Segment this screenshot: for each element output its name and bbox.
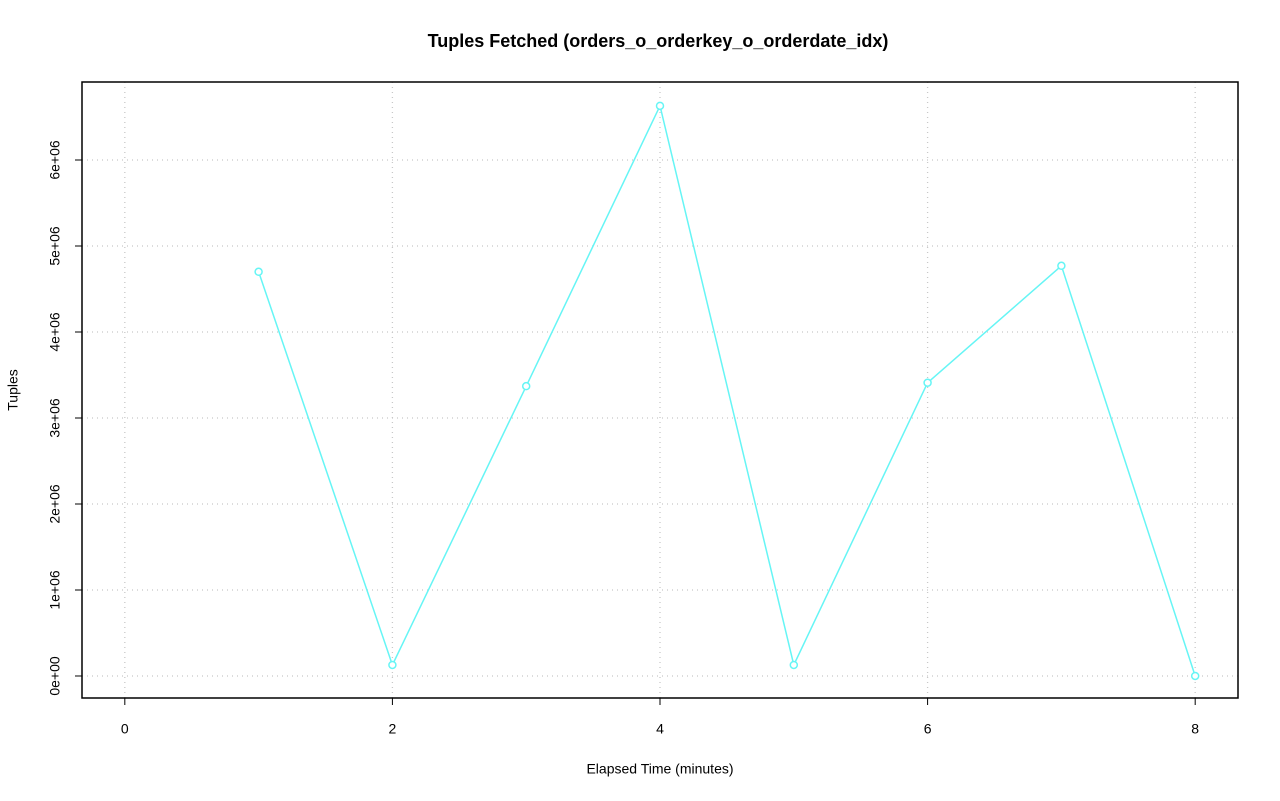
data-point [1190, 671, 1200, 681]
y-tick-label: 0e+00 [47, 656, 63, 696]
y-tick-label: 1e+06 [47, 570, 63, 610]
data-point [521, 381, 531, 391]
data-point [254, 267, 263, 277]
y-tick-label: 2e+06 [47, 484, 63, 524]
data-point [923, 378, 932, 387]
y-tick-label: 5e+06 [47, 226, 63, 266]
x-tick-label: 6 [924, 721, 932, 737]
x-tick-label: 2 [389, 721, 397, 737]
y-tick-label: 4e+06 [47, 312, 63, 352]
y-tick-label: 6e+06 [47, 140, 63, 180]
x-axis-label: Elapsed Time (minutes) [586, 761, 733, 777]
data-point [388, 660, 397, 670]
chart-title: Tuples Fetched (orders_o_orderkey_o_orde… [428, 31, 889, 51]
x-tick-label: 4 [656, 721, 664, 737]
y-axis-label: Tuples [5, 369, 21, 411]
data-point [1057, 261, 1066, 271]
data-point [789, 660, 799, 670]
plot-frame [81, 81, 1239, 699]
data-line [257, 103, 1196, 677]
x-tick-label: 0 [121, 721, 129, 737]
data-point [655, 101, 665, 111]
x-tick-label: 8 [1191, 721, 1199, 737]
y-tick-label: 3e+06 [47, 398, 63, 438]
